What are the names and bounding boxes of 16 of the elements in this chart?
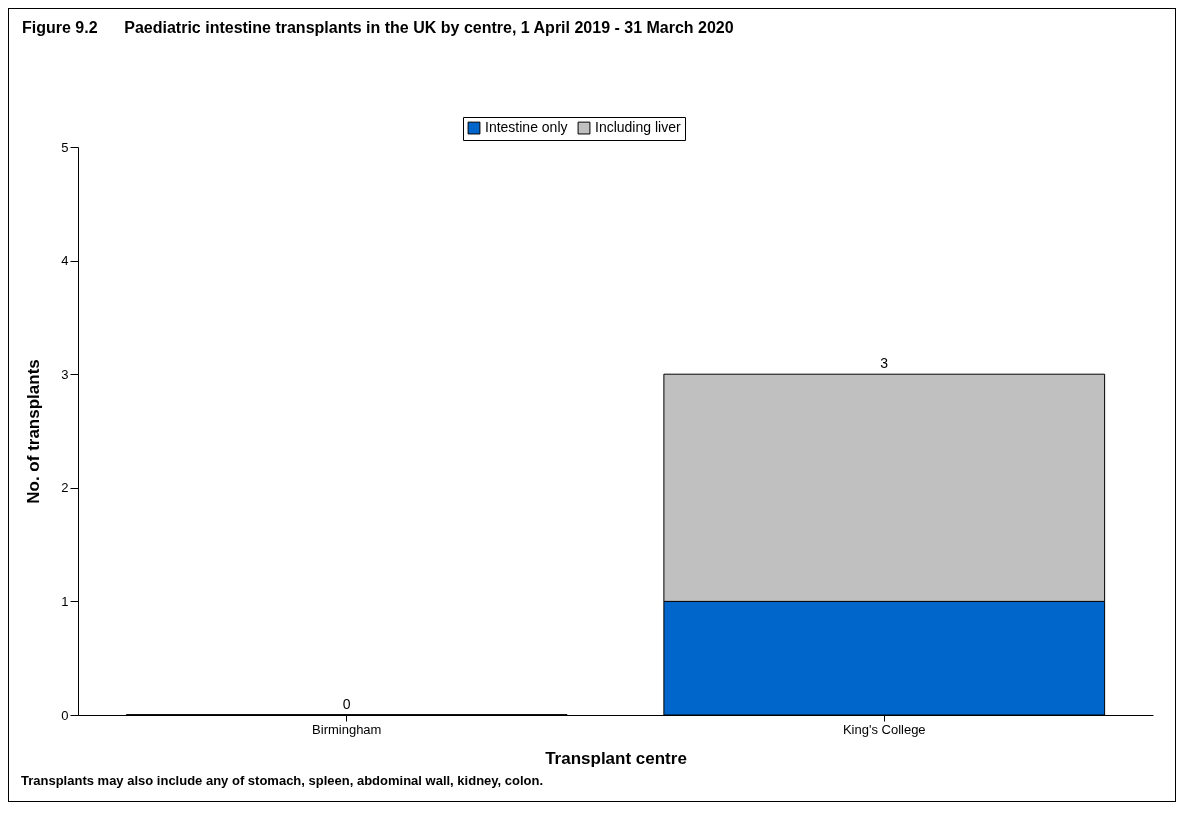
chart-title: Figure 9.2 Paediatric intestine transplants in the UK by centre, 1 April 2019 - 31 March 2020 [22, 19, 734, 37]
y-tick-label: 1 [61, 593, 69, 609]
y-tick-label: 0 [61, 707, 69, 723]
y-axis-title: No. of transplants [24, 359, 44, 504]
legend-label: Including liver [595, 119, 681, 136]
total-label: 0 [342, 696, 351, 712]
x-axis-title: Transplant centre [545, 748, 687, 768]
text: Transplants may also include any of stomach, spleen, abdominal wall, kidney, colon. [21, 773, 544, 788]
x-tick-label: Birmingham [312, 721, 382, 737]
legend-label: Intestine only [485, 119, 568, 136]
total-label: 3 [880, 355, 889, 372]
y-tick-label: 5 [61, 139, 69, 155]
y-tick-label: 2 [61, 480, 69, 496]
x-tick-label: King's College [842, 721, 926, 737]
y-tick-label: 3 [61, 366, 69, 382]
y-tick-label: 4 [61, 253, 69, 269]
